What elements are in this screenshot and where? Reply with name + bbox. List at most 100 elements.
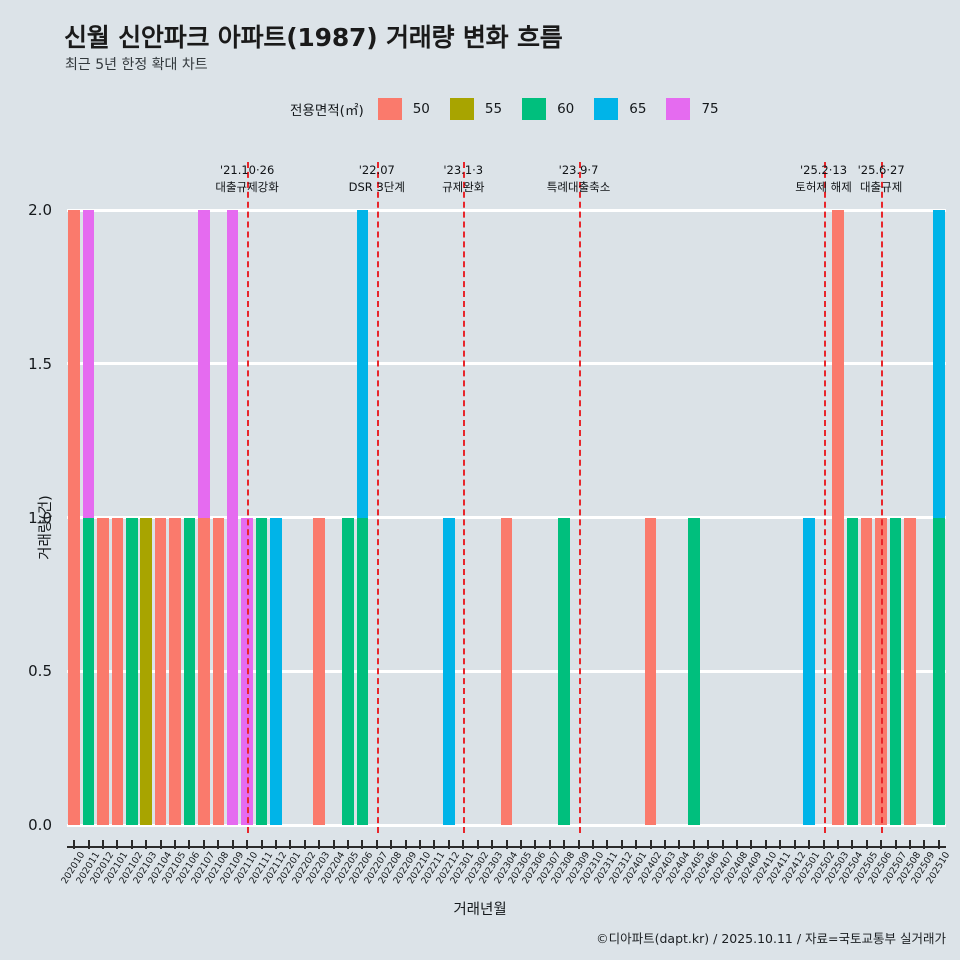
x-tick <box>332 840 335 849</box>
x-tick <box>246 840 249 849</box>
x-tick <box>188 840 191 849</box>
event-annotation-text: 토허제 해제 <box>795 179 852 194</box>
x-tick <box>145 840 148 849</box>
x-tick <box>274 840 277 849</box>
x-tick <box>303 840 306 849</box>
x-tick <box>260 840 263 849</box>
x-axis-ticks <box>67 840 946 849</box>
x-tick <box>433 840 436 849</box>
bar-segment[interactable] <box>644 517 657 825</box>
legend-item-55[interactable]: 55 <box>449 98 516 120</box>
y-tick-label: 0.0 <box>28 816 52 834</box>
bar-segment[interactable] <box>270 517 282 825</box>
x-tick <box>159 840 162 849</box>
x-tick <box>548 840 551 849</box>
x-tick <box>476 840 479 849</box>
bar-segment[interactable] <box>183 517 196 825</box>
x-tick <box>318 840 321 849</box>
bar-segment[interactable] <box>198 210 210 518</box>
bar-segment[interactable] <box>356 210 369 518</box>
bar-segment[interactable] <box>846 517 859 825</box>
bar-segment[interactable] <box>241 517 253 825</box>
x-tick <box>447 840 450 849</box>
bar-segment[interactable] <box>832 210 844 825</box>
y-tick-label: 0.5 <box>28 662 52 681</box>
x-tick <box>346 840 349 849</box>
event-annotation-202110: '21.10·26 대출규제강화 <box>215 162 278 195</box>
legend: 전용면적(㎡) 50 55 60 65 75 <box>290 96 739 122</box>
x-tick <box>707 840 710 849</box>
bar-segment[interactable] <box>140 517 152 825</box>
x-tick <box>534 840 537 849</box>
bar-segment[interactable] <box>860 517 873 825</box>
bar-segment[interactable] <box>803 517 815 825</box>
legend-swatch-65 <box>594 98 619 120</box>
bar-segment[interactable] <box>342 517 354 825</box>
x-tick <box>563 840 566 849</box>
x-tick <box>577 840 580 849</box>
bar-segment[interactable] <box>154 517 167 825</box>
event-annotation-date: '22.07 <box>358 163 395 177</box>
page-subtitle: 최근 5년 한정 확대 차트 <box>65 57 208 73</box>
legend-label-60: 60 <box>557 101 575 117</box>
x-tick <box>73 840 76 849</box>
x-tick <box>174 840 177 849</box>
plot-area <box>67 162 946 833</box>
bar-segment[interactable] <box>933 210 945 518</box>
x-tick <box>620 840 623 849</box>
x-tick <box>880 840 883 849</box>
event-annotation-202309: '23.9·7 특례대출축소 <box>547 162 610 195</box>
bar-segment[interactable] <box>111 517 124 825</box>
legend-item-75[interactable]: 75 <box>666 98 732 120</box>
bar-segment[interactable] <box>558 517 570 825</box>
bar-segment[interactable] <box>82 517 95 825</box>
x-tick <box>736 840 739 849</box>
event-annotation-202506: '25.6·27 대출규제 <box>858 162 905 195</box>
bar-segment[interactable] <box>313 517 325 825</box>
bar-segment[interactable] <box>169 517 181 825</box>
gridline <box>67 823 946 827</box>
event-annotation-date: '21.10·26 <box>219 163 275 177</box>
x-tick <box>764 840 767 849</box>
event-annotation-text: 규제완화 <box>442 179 485 194</box>
event-annotation-text: DSR 3단계 <box>348 179 405 194</box>
bar-segment[interactable] <box>356 517 369 825</box>
x-tick <box>721 840 724 849</box>
x-axis-title: 거래년월 <box>453 902 507 918</box>
x-tick <box>808 840 811 849</box>
bar-segment[interactable] <box>904 517 916 825</box>
x-tick <box>361 840 364 849</box>
event-annotation-date: '23.1·3 <box>443 163 484 177</box>
bar-segment[interactable] <box>688 517 700 825</box>
legend-swatch-60 <box>522 98 547 120</box>
bar-segment[interactable] <box>443 517 455 825</box>
x-tick <box>894 840 897 849</box>
bar-segment[interactable] <box>226 210 239 825</box>
bar-segment[interactable] <box>68 210 80 825</box>
x-tick <box>217 840 220 849</box>
bar-segment[interactable] <box>889 517 902 825</box>
event-annotation-date: '25.6·27 <box>857 163 905 177</box>
event-annotation-text: 대출규제 <box>859 179 903 194</box>
legend-swatch-50 <box>377 98 402 120</box>
bar-segment[interactable] <box>198 517 210 825</box>
x-tick <box>678 840 681 849</box>
event-line-202309 <box>578 162 581 833</box>
bar-segment[interactable] <box>933 517 945 825</box>
bar-segment[interactable] <box>82 210 95 518</box>
x-tick <box>404 840 407 849</box>
x-tick <box>491 840 494 849</box>
legend-item-50[interactable]: 50 <box>377 98 444 120</box>
x-tick <box>923 840 926 849</box>
legend-item-65[interactable]: 65 <box>594 98 660 120</box>
x-tick <box>231 840 234 849</box>
x-tick <box>606 840 609 849</box>
legend-item-60[interactable]: 60 <box>522 98 588 120</box>
bar-segment[interactable] <box>126 517 138 825</box>
bar-segment[interactable] <box>97 517 109 825</box>
bar-segment[interactable] <box>500 517 513 825</box>
bar-segment[interactable] <box>212 517 225 825</box>
bar-segment[interactable] <box>255 517 268 825</box>
gridline <box>67 208 946 212</box>
